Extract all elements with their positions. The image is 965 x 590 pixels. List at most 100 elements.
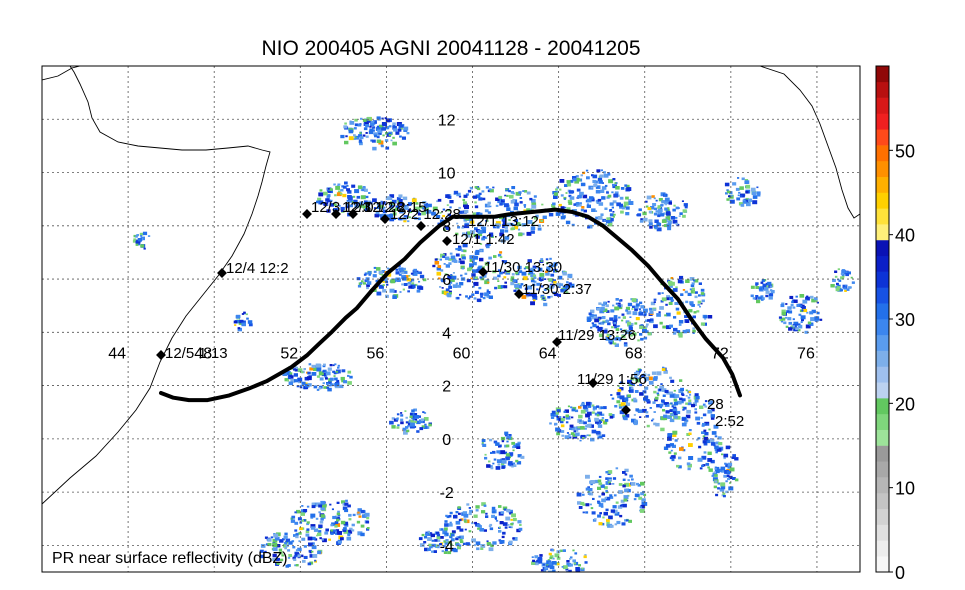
reflectivity-pixel	[609, 342, 613, 345]
reflectivity-pixel	[293, 368, 296, 371]
reflectivity-pixel	[618, 490, 623, 494]
track-time-label: 12/2 12:28	[390, 206, 461, 223]
reflectivity-pixel	[657, 207, 660, 209]
reflectivity-pixel	[501, 459, 507, 464]
reflectivity-pixel	[517, 228, 521, 231]
reflectivity-pixel	[752, 195, 758, 199]
reflectivity-pixel	[452, 272, 455, 274]
reflectivity-pixel	[356, 195, 361, 199]
reflectivity-pixel	[448, 258, 452, 261]
reflectivity-pixel	[404, 275, 409, 279]
reflectivity-pixel	[642, 308, 648, 313]
reflectivity-pixel	[585, 401, 591, 406]
reflectivity-pixel	[642, 211, 647, 216]
reflectivity-pixel	[319, 520, 324, 524]
reflectivity-pixel	[336, 501, 340, 504]
reflectivity-pixel	[381, 201, 386, 205]
reflectivity-pixel	[523, 267, 526, 270]
reflectivity-pixel	[620, 499, 625, 503]
reflectivity-pixel	[299, 521, 303, 524]
reflectivity-pixel	[644, 379, 647, 382]
reflectivity-pixel	[299, 384, 303, 387]
reflectivity-pixel	[673, 398, 678, 402]
reflectivity-pixel	[553, 195, 558, 199]
reflectivity-pixel	[600, 484, 605, 488]
reflectivity-pixel	[549, 257, 552, 260]
reflectivity-pixel	[688, 456, 694, 460]
reflectivity-pixel	[499, 251, 503, 254]
reflectivity-pixel	[288, 541, 293, 545]
reflectivity-pixel	[682, 449, 686, 452]
reflectivity-pixel	[374, 134, 378, 138]
reflectivity-pixel	[499, 232, 504, 237]
reflectivity-pixel	[360, 509, 365, 514]
reflectivity-pixel	[264, 550, 267, 553]
reflectivity-pixel	[385, 118, 391, 123]
reflectivity-pixel	[477, 266, 481, 270]
reflectivity-pixel	[590, 507, 594, 510]
reflectivity-pixel	[565, 415, 571, 420]
reflectivity-pixel	[478, 192, 482, 195]
reflectivity-pixel	[334, 383, 339, 387]
reflectivity-pixel	[585, 511, 589, 514]
reflectivity-pixel	[792, 325, 795, 327]
reflectivity-pixel	[715, 466, 720, 470]
reflectivity-pixel	[323, 202, 329, 206]
reflectivity-pixel	[530, 226, 536, 230]
reflectivity-pixel	[576, 202, 580, 205]
reflectivity-pixel	[508, 526, 511, 528]
reflectivity-pixel	[682, 209, 687, 213]
reflectivity-pixel	[618, 403, 623, 407]
reflectivity-pixel	[418, 280, 421, 283]
reflectivity-pixel	[844, 289, 847, 292]
reflectivity-pixel	[659, 406, 663, 409]
reflectivity-pixel	[603, 421, 608, 425]
reflectivity-pixel	[518, 527, 523, 531]
reflectivity-pixel	[523, 206, 526, 208]
reflectivity-pixel	[745, 199, 750, 203]
reflectivity-pixel	[594, 412, 599, 416]
reflectivity-pixel	[341, 500, 346, 504]
reflectivity-pixel	[689, 301, 694, 305]
reflectivity-pixel	[542, 563, 545, 566]
reflectivity-pixel	[473, 233, 478, 238]
reflectivity-pixel	[601, 522, 605, 526]
reflectivity-pixel	[623, 343, 628, 347]
reflectivity-pixel	[546, 268, 551, 272]
reflectivity-pixel	[346, 529, 351, 534]
reflectivity-pixel	[552, 206, 556, 209]
reflectivity-pixel	[712, 477, 718, 482]
reflectivity-pixel	[641, 498, 646, 502]
reflectivity-pixel	[307, 536, 313, 541]
reflectivity-pixel	[524, 294, 529, 298]
reflectivity-pixel	[479, 257, 484, 262]
reflectivity-pixel	[685, 395, 688, 397]
reflectivity-pixel	[542, 215, 547, 219]
reflectivity-pixel	[308, 363, 312, 366]
reflectivity-pixel	[615, 302, 619, 305]
reflectivity-pixel	[311, 364, 316, 368]
reflectivity-pixel	[566, 562, 572, 567]
reflectivity-pixel	[450, 538, 455, 542]
reflectivity-pixel	[497, 274, 501, 278]
reflectivity-pixel	[582, 493, 585, 496]
reflectivity-pixel	[685, 419, 689, 422]
reflectivity-pixel	[605, 490, 608, 492]
reflectivity-pixel	[392, 124, 396, 127]
reflectivity-pixel	[461, 226, 464, 229]
reflectivity-pixel	[421, 207, 424, 209]
reflectivity-pixel	[378, 270, 383, 274]
reflectivity-pixel	[450, 543, 453, 546]
reflectivity-pixel	[486, 464, 491, 468]
reflectivity-pixel	[605, 508, 609, 512]
reflectivity-pixel	[586, 424, 592, 428]
reflectivity-pixel	[624, 473, 628, 476]
reflectivity-pixel	[563, 196, 567, 200]
reflectivity-pixel	[439, 286, 442, 288]
reflectivity-pixel	[442, 208, 446, 211]
track-time-label: 11/30 13:30	[484, 259, 562, 276]
reflectivity-pixel	[398, 265, 401, 267]
reflectivity-pixel	[720, 466, 726, 471]
reflectivity-pixel	[530, 267, 536, 272]
reflectivity-pixel	[487, 281, 490, 284]
